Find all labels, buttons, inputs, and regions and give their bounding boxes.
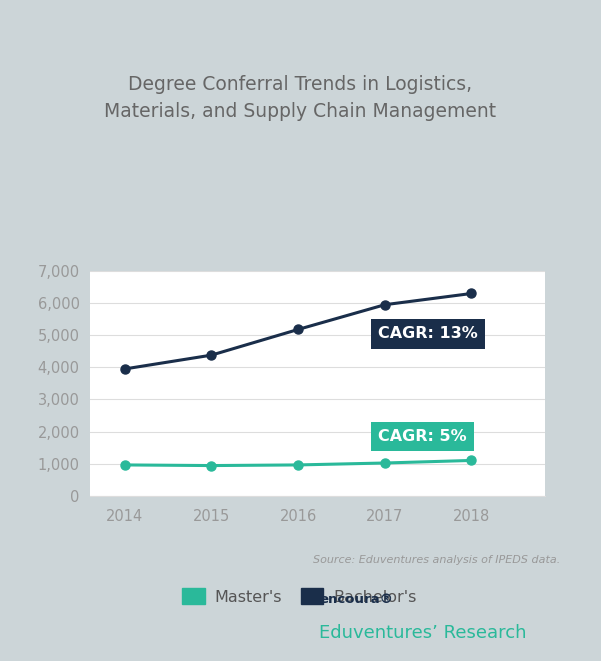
- Text: Source: Eduventures analysis of IPEDS data.: Source: Eduventures analysis of IPEDS da…: [313, 555, 560, 565]
- Text: Degree Conferral Trends in Logistics,
Materials, and Supply Chain Management: Degree Conferral Trends in Logistics, Ma…: [105, 75, 496, 121]
- Text: CAGR: 13%: CAGR: 13%: [378, 327, 478, 342]
- Text: encoura®: encoura®: [319, 593, 393, 606]
- Legend: Master's, Bachelor's: Master's, Bachelor's: [183, 588, 416, 605]
- Text: CAGR: 5%: CAGR: 5%: [378, 429, 466, 444]
- Text: Eduventures’ Research: Eduventures’ Research: [319, 624, 526, 642]
